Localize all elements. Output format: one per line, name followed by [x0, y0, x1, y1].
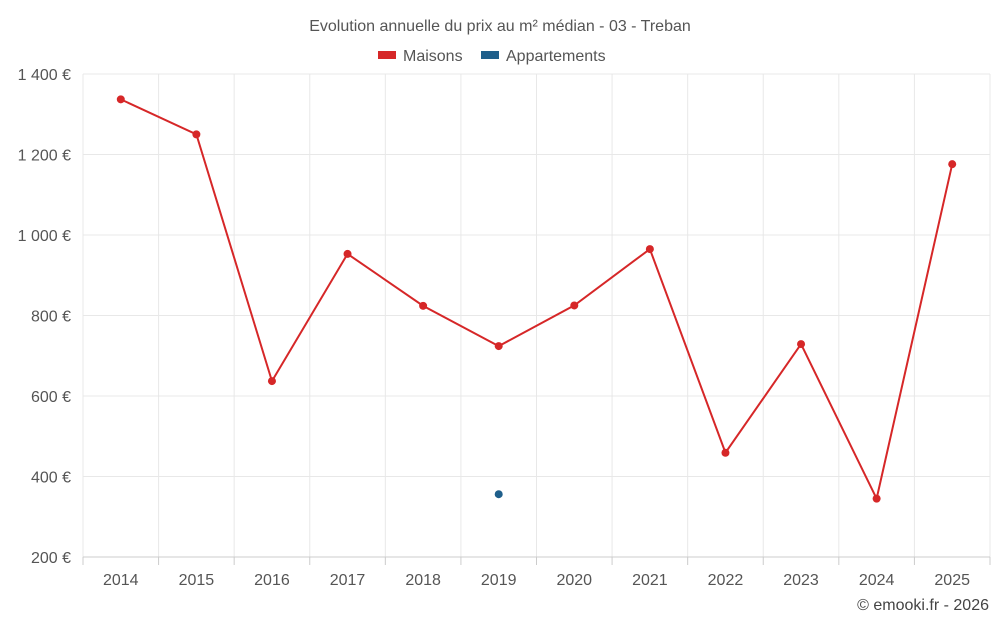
x-tick-label: 2021	[632, 572, 668, 589]
chart-title: Evolution annuelle du prix au m² médian …	[309, 18, 691, 35]
credit-text: © emooki.fr - 2026	[857, 597, 989, 614]
x-tick-label: 2017	[330, 572, 366, 589]
series-appartements	[494, 490, 503, 499]
legend: Maisons Appartements	[378, 48, 606, 65]
legend-item-appartements[interactable]: Appartements	[481, 48, 606, 65]
data-point[interactable]	[872, 494, 881, 503]
x-tick-label: 2019	[481, 572, 517, 589]
legend-item-maisons[interactable]: Maisons	[378, 48, 463, 65]
data-point[interactable]	[494, 342, 503, 351]
data-point[interactable]	[797, 340, 806, 349]
y-tick-label: 1 000 €	[18, 228, 71, 245]
y-tick-label: 1 200 €	[18, 148, 71, 165]
legend-swatch-appartements	[481, 51, 499, 59]
data-point[interactable]	[645, 245, 654, 254]
y-axis-ticks: 200 € 400 € 600 € 800 € 1 000 € 1 200 € 1 400 …	[18, 67, 71, 567]
x-tick-label: 2016	[254, 572, 290, 589]
y-tick-label: 200 €	[31, 550, 71, 567]
x-tick-label: 2024	[859, 572, 895, 589]
y-tick-label: 400 €	[31, 470, 71, 487]
x-tick-label: 2025	[934, 572, 970, 589]
y-tick-label: 800 €	[31, 309, 71, 326]
x-tick-label: 2018	[405, 572, 441, 589]
x-tick-label: 2022	[708, 572, 744, 589]
x-tick-label: 2020	[556, 572, 592, 589]
legend-label-appartements: Appartements	[506, 48, 606, 65]
data-point[interactable]	[494, 490, 503, 499]
data-point[interactable]	[948, 160, 957, 169]
series	[116, 95, 957, 503]
y-tick-label: 600 €	[31, 389, 71, 406]
series-maisons	[116, 95, 957, 503]
x-tick-label: 2015	[179, 572, 215, 589]
legend-label-maisons: Maisons	[403, 48, 463, 65]
x-axis-ticks: 2014 2015 2016 2017 2018 2019 2020 2021 2022 2023…	[82, 557, 991, 589]
data-point[interactable]	[570, 301, 579, 310]
data-point[interactable]	[343, 249, 352, 258]
data-point[interactable]	[419, 301, 428, 310]
data-point[interactable]	[267, 377, 276, 386]
legend-swatch-maisons	[378, 51, 396, 59]
grid	[82, 73, 991, 557]
data-point[interactable]	[192, 130, 201, 139]
x-tick-label: 2023	[783, 572, 819, 589]
x-tick-label: 2014	[103, 572, 139, 589]
y-tick-label: 1 400 €	[18, 67, 71, 84]
data-point[interactable]	[116, 95, 125, 104]
data-point[interactable]	[721, 448, 730, 457]
series-line-maisons	[120, 98, 954, 502]
